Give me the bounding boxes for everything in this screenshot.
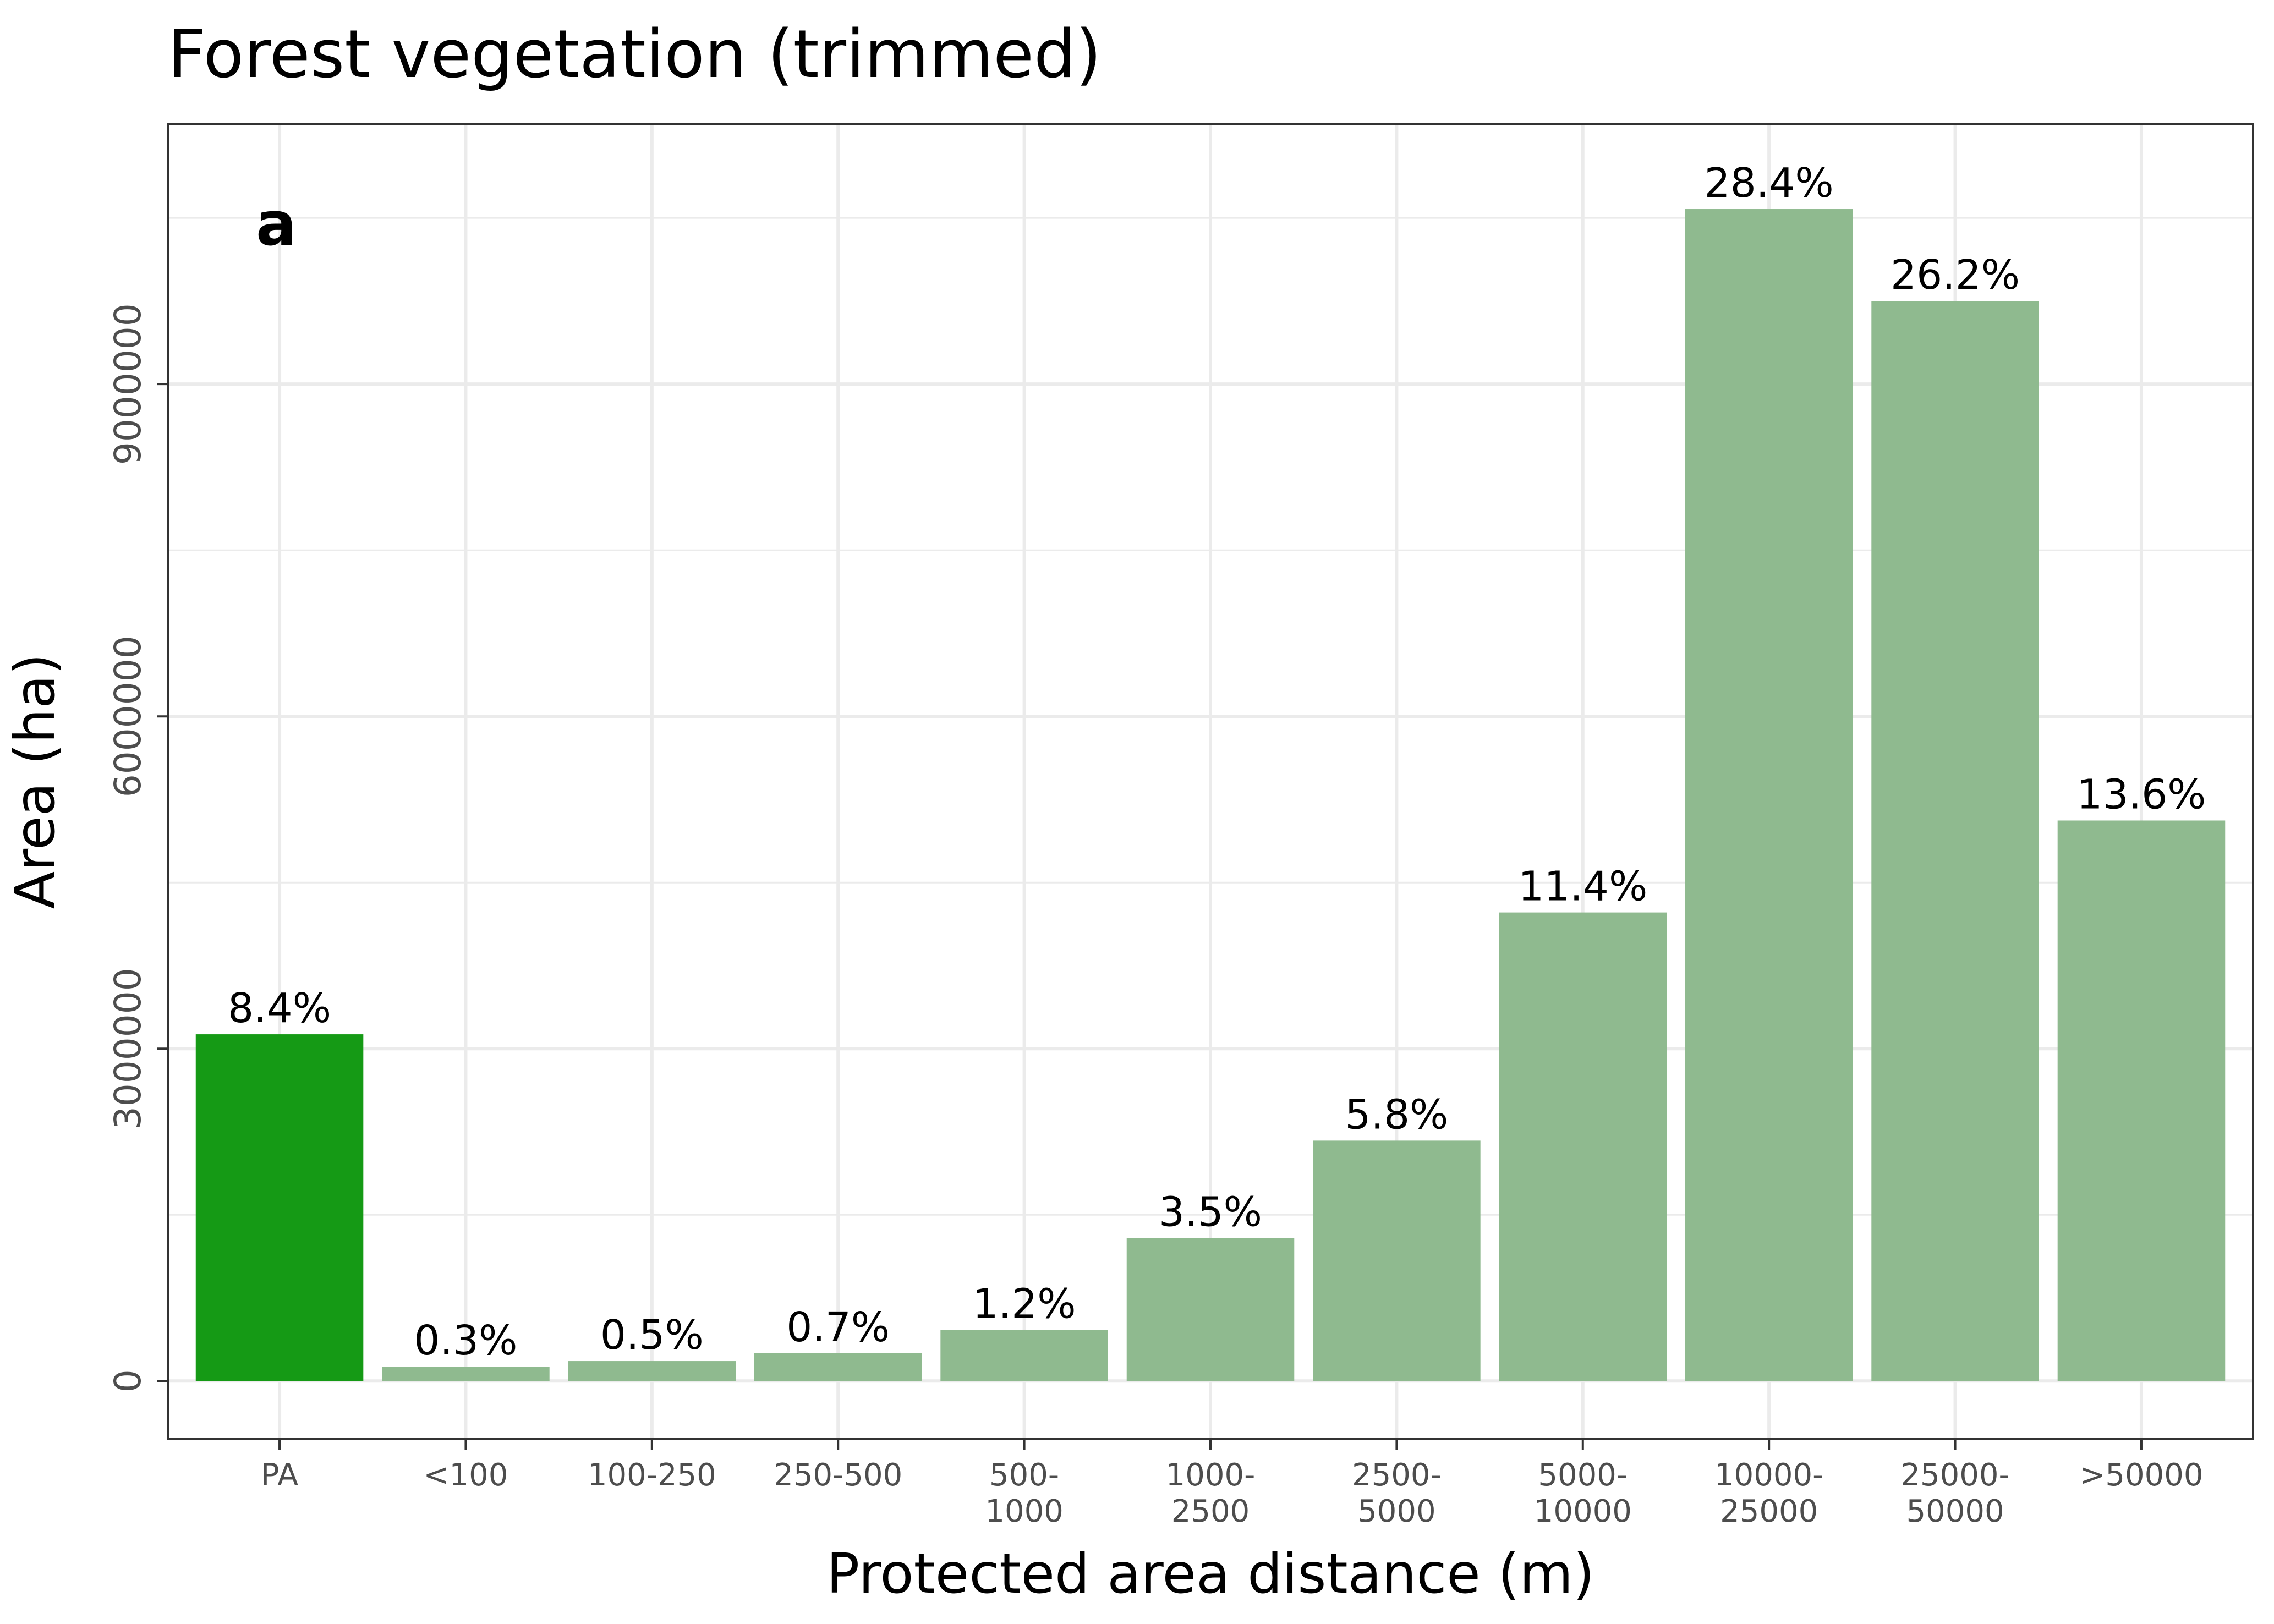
- y-tick-label: 9000000: [107, 303, 149, 465]
- data-label: 11.4%: [1518, 863, 1647, 910]
- bar: [195, 1034, 364, 1381]
- x-tick-label: 10000-25000: [1714, 1457, 1823, 1529]
- x-tick-label: >50000: [2079, 1457, 2203, 1493]
- data-label: 0.3%: [414, 1317, 517, 1364]
- bar: [1126, 1238, 1295, 1381]
- data-label: 0.7%: [786, 1304, 890, 1351]
- x-tick-label: 250-500: [774, 1457, 902, 1493]
- chart-title: Forest vegetation (trimmed): [168, 17, 1102, 93]
- x-tick-label: 1000-2500: [1166, 1457, 1256, 1529]
- data-label: 13.6%: [2076, 771, 2206, 818]
- data-label: 8.4%: [228, 985, 331, 1032]
- y-tick-label: 3000000: [107, 968, 149, 1129]
- y-axis-title: Area (ha): [3, 654, 67, 909]
- data-label: 26.2%: [1891, 251, 2020, 299]
- x-tick-label: 25000-50000: [1900, 1457, 2009, 1529]
- x-tick-label: <100: [424, 1457, 508, 1493]
- data-label: 0.5%: [600, 1312, 704, 1359]
- y-axis: 0 3000000 6000000 9000000: [107, 303, 168, 1392]
- x-axis-title: Protected area distance (m): [826, 1541, 1594, 1606]
- panel-letter: a: [256, 189, 297, 259]
- bar: [2057, 820, 2226, 1381]
- bar: [754, 1353, 922, 1381]
- data-label: 1.2%: [973, 1281, 1076, 1328]
- data-labels-layer: 8.4% 0.3% 0.5% 0.7% 1.2% 3.5% 5.8% 11.4% 28.4% 26…: [228, 160, 2206, 1364]
- bar: [382, 1367, 550, 1381]
- y-tick-label: 0: [107, 1369, 149, 1392]
- x-tick-label: 5000-10000: [1534, 1457, 1632, 1529]
- data-label: 5.8%: [1345, 1091, 1448, 1138]
- bars-layer: [195, 209, 2226, 1381]
- y-tick-label: 6000000: [107, 635, 149, 797]
- bar: [940, 1330, 1108, 1381]
- x-tick-label: 2500-5000: [1352, 1457, 1442, 1529]
- x-tick-label: 100-250: [588, 1457, 716, 1493]
- x-tick-label: PA: [261, 1457, 299, 1493]
- bar: [1313, 1140, 1481, 1381]
- data-label: 3.5%: [1159, 1189, 1262, 1236]
- bar: [568, 1361, 736, 1381]
- bar: [1871, 301, 2039, 1381]
- x-axis: PA <100 100-250 250-500 500-1000 1000-2500 250…: [261, 1439, 2204, 1529]
- x-tick-label: 500-1000: [985, 1457, 1064, 1529]
- bar: [1499, 912, 1667, 1381]
- bar: [1685, 209, 1853, 1381]
- data-label: 28.4%: [1705, 160, 1834, 207]
